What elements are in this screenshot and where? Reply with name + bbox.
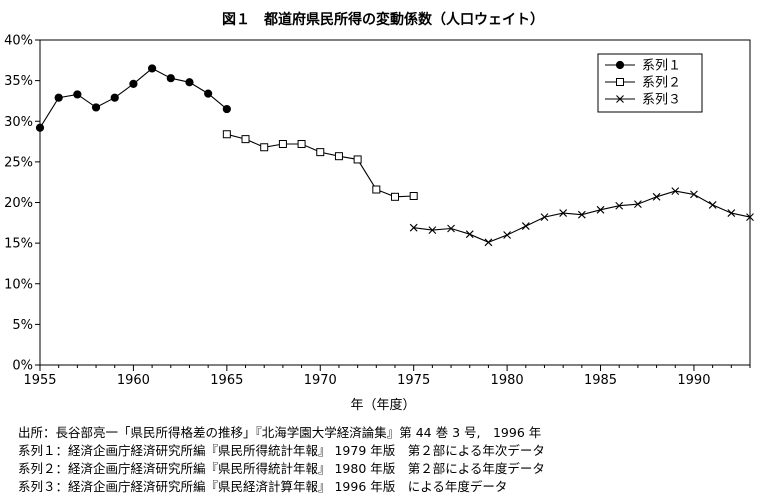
source-note: 出所：長谷部亮一「県民所得格差の推移」『北海学園大学経済論集』第 44 巻 3 … <box>18 425 542 440</box>
series-2-line <box>226 133 414 198</box>
x-tick-label: 1965 <box>210 373 243 388</box>
series-3-point <box>559 209 568 217</box>
y-tick-label: 15% <box>4 237 33 252</box>
series-3-note: 系列３：経済企画庁経済研究所編『県民経済計算年報』 1996 年版 による年度デ… <box>18 479 508 494</box>
series-1-point <box>204 89 213 98</box>
series-1 <box>35 64 231 132</box>
series-1-point <box>222 104 231 114</box>
legend-box <box>597 53 703 113</box>
series-1-point <box>91 103 101 112</box>
legend-marker <box>615 60 625 70</box>
x-tick-label: 1975 <box>397 373 430 388</box>
y-tick-label: 0% <box>12 359 33 374</box>
y-tick-label: 10% <box>4 277 33 292</box>
series-3-point <box>447 224 455 233</box>
series-2-point <box>222 130 231 139</box>
y-tick-label: 30% <box>4 115 33 130</box>
chart-title: 図１ 都道府県民所得の変動係数（人口ウェイト） <box>222 11 544 28</box>
series-3-point <box>465 230 474 239</box>
series-1-point <box>148 64 157 73</box>
series-3-point <box>727 209 736 217</box>
y-tick-label: 35% <box>4 74 33 89</box>
series-2-point <box>353 155 362 164</box>
source-notes: 出所：長谷部亮一「県民所得格差の推移」『北海学園大学経済論集』第 44 巻 3 … <box>18 424 545 496</box>
legend-marker <box>616 78 624 86</box>
series-3-point <box>428 226 437 235</box>
legend-marker <box>616 95 624 103</box>
series-3-point <box>634 200 642 209</box>
series-3-point <box>484 238 493 247</box>
y-tick-label: 25% <box>4 155 33 170</box>
x-tick-label: 1970 <box>304 373 337 388</box>
series-1-point <box>35 123 45 132</box>
series-1-point <box>129 79 138 88</box>
chart: 図１ 都道府県民所得の変動係数（人口ウェイト） 0% 5% 10% 15% 20% 25%… <box>4 11 754 413</box>
legend-label: 系列１ <box>642 59 681 74</box>
series-3-point <box>503 231 511 239</box>
axes: 0% 5% 10% 15% 20% 25% 30% 35% 40% 1955 1960 1965 197… <box>4 34 751 388</box>
legend-label: 系列２ <box>642 76 681 91</box>
series-2-point <box>334 152 343 161</box>
series-1-point <box>73 90 82 99</box>
series-3-point <box>596 205 605 214</box>
x-tick-label: 1985 <box>584 373 617 388</box>
x-tick-label: 1990 <box>677 373 710 388</box>
series-3-line <box>413 190 751 243</box>
y-tick-label: 40% <box>4 34 33 49</box>
series-1-point <box>54 93 63 102</box>
series-3-point <box>690 190 698 199</box>
series-3-point <box>708 201 717 209</box>
series-2-point <box>297 140 306 148</box>
series-2-point <box>391 192 399 201</box>
series-2-point <box>409 192 418 200</box>
y-tick-label: 5% <box>12 318 33 333</box>
x-tick-label: 1980 <box>491 373 524 388</box>
series-1-point <box>110 93 119 102</box>
series-3-point <box>652 192 661 201</box>
series-3-point <box>521 222 530 230</box>
x-axis-label: 年（年度） <box>350 397 415 413</box>
series-1-line <box>39 67 228 129</box>
series-3-point <box>577 210 586 219</box>
series-1-point <box>166 74 175 83</box>
series-1-point <box>185 78 194 87</box>
series-3-point <box>746 213 754 222</box>
series-1-note: 系列１：経済企画庁経済研究所編『県民所得統計年報』 1979 年版 第２部による… <box>18 443 545 458</box>
series-2-point <box>372 185 381 194</box>
series-3-point <box>671 187 680 196</box>
x-tick-label: 1955 <box>23 373 56 388</box>
series-2-point <box>260 143 269 152</box>
x-tick-label: 1960 <box>117 373 150 388</box>
series-3-point <box>615 201 624 210</box>
series-layer <box>35 64 754 247</box>
series-3-point <box>409 223 418 232</box>
series-3-point <box>540 213 549 222</box>
series-2-point <box>241 135 250 144</box>
series-3 <box>409 187 754 247</box>
series-2 <box>222 130 418 201</box>
series-2-point <box>278 140 287 148</box>
series-2-point <box>316 148 325 157</box>
series-2-note: 系列２：経済企画庁経済研究所編『県民所得統計年報』 1980 年版 第２部による… <box>18 461 545 476</box>
legend: 系列１ 系列２ 系列３ <box>597 53 703 113</box>
legend-label: 系列３ <box>642 93 681 108</box>
y-tick-label: 20% <box>4 196 33 211</box>
